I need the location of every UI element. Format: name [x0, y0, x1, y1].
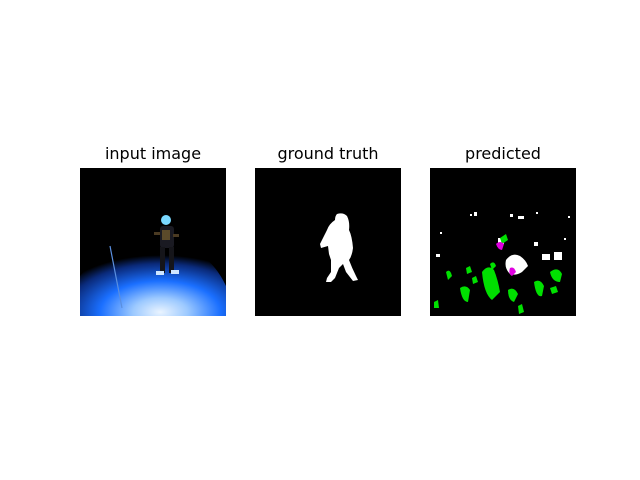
person-mask — [320, 213, 358, 282]
input-image — [80, 168, 226, 316]
ground-truth-mask — [255, 168, 401, 316]
false-negative-regions — [496, 242, 516, 276]
predicted-panel — [430, 168, 576, 316]
ground-truth-title: ground truth — [277, 144, 379, 163]
person-figure — [154, 215, 179, 275]
scattered-noise — [440, 212, 570, 240]
pole-line — [109, 245, 123, 309]
snow-ground — [80, 240, 226, 316]
false-positive-regions — [434, 234, 562, 314]
input-image-title: input image — [104, 144, 202, 163]
predicted-title: predicted — [465, 144, 541, 163]
predicted-mask — [430, 168, 576, 316]
input-image-panel — [80, 168, 226, 316]
ground-truth-panel — [255, 168, 401, 316]
